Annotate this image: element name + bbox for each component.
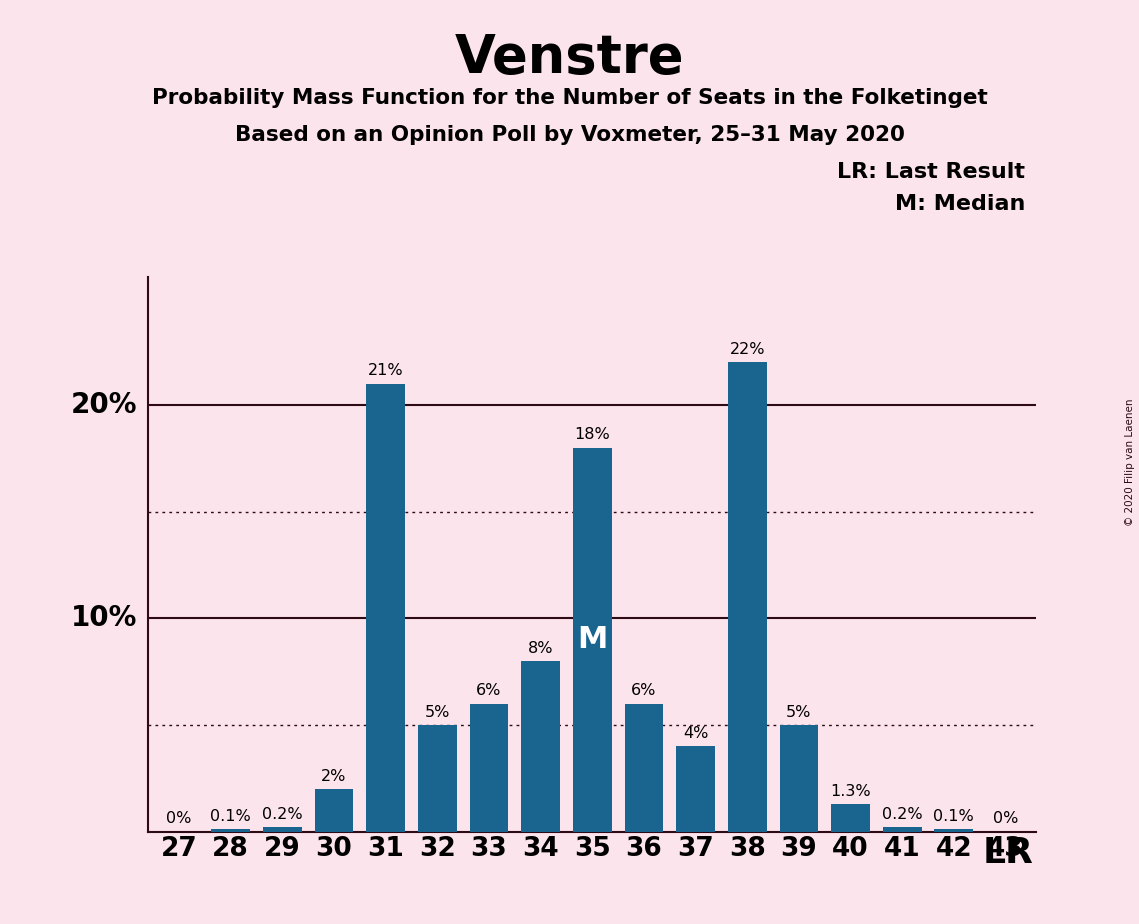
Text: 10%: 10% — [72, 604, 138, 632]
Bar — [418, 725, 457, 832]
Text: LR: LR — [983, 836, 1034, 870]
Text: M: M — [577, 626, 607, 654]
Text: M: Median: M: Median — [895, 194, 1025, 214]
Text: LR: Last Result: LR: Last Result — [837, 162, 1025, 182]
Text: 0.2%: 0.2% — [882, 807, 923, 822]
Text: 4%: 4% — [683, 726, 708, 741]
Text: 5%: 5% — [425, 705, 450, 720]
Text: 0.2%: 0.2% — [262, 807, 303, 822]
Text: 0%: 0% — [166, 811, 191, 826]
Text: 6%: 6% — [631, 684, 656, 699]
Bar — [677, 747, 715, 832]
Bar — [367, 383, 405, 832]
Text: 0.1%: 0.1% — [211, 809, 251, 824]
Text: 20%: 20% — [72, 391, 138, 419]
Bar — [934, 830, 973, 832]
Bar — [883, 827, 921, 832]
Text: © 2020 Filip van Laenen: © 2020 Filip van Laenen — [1125, 398, 1134, 526]
Text: 6%: 6% — [476, 684, 501, 699]
Bar — [263, 827, 302, 832]
Text: 1.3%: 1.3% — [830, 784, 871, 798]
Bar — [573, 448, 612, 832]
Text: Venstre: Venstre — [454, 32, 685, 84]
Bar — [212, 830, 251, 832]
Text: 22%: 22% — [729, 342, 765, 358]
Bar — [314, 789, 353, 832]
Bar — [469, 704, 508, 832]
Text: 2%: 2% — [321, 769, 346, 784]
Bar — [831, 804, 870, 832]
Bar — [624, 704, 663, 832]
Bar — [779, 725, 818, 832]
Bar — [728, 362, 767, 832]
Text: 0%: 0% — [993, 811, 1018, 826]
Text: Based on an Opinion Poll by Voxmeter, 25–31 May 2020: Based on an Opinion Poll by Voxmeter, 25… — [235, 125, 904, 145]
Text: 0.1%: 0.1% — [934, 809, 974, 824]
Text: 18%: 18% — [574, 428, 611, 443]
Text: 5%: 5% — [786, 705, 812, 720]
Text: 21%: 21% — [368, 363, 403, 379]
Text: Probability Mass Function for the Number of Seats in the Folketinget: Probability Mass Function for the Number… — [151, 88, 988, 108]
Text: 8%: 8% — [527, 640, 554, 656]
Bar — [522, 661, 560, 832]
